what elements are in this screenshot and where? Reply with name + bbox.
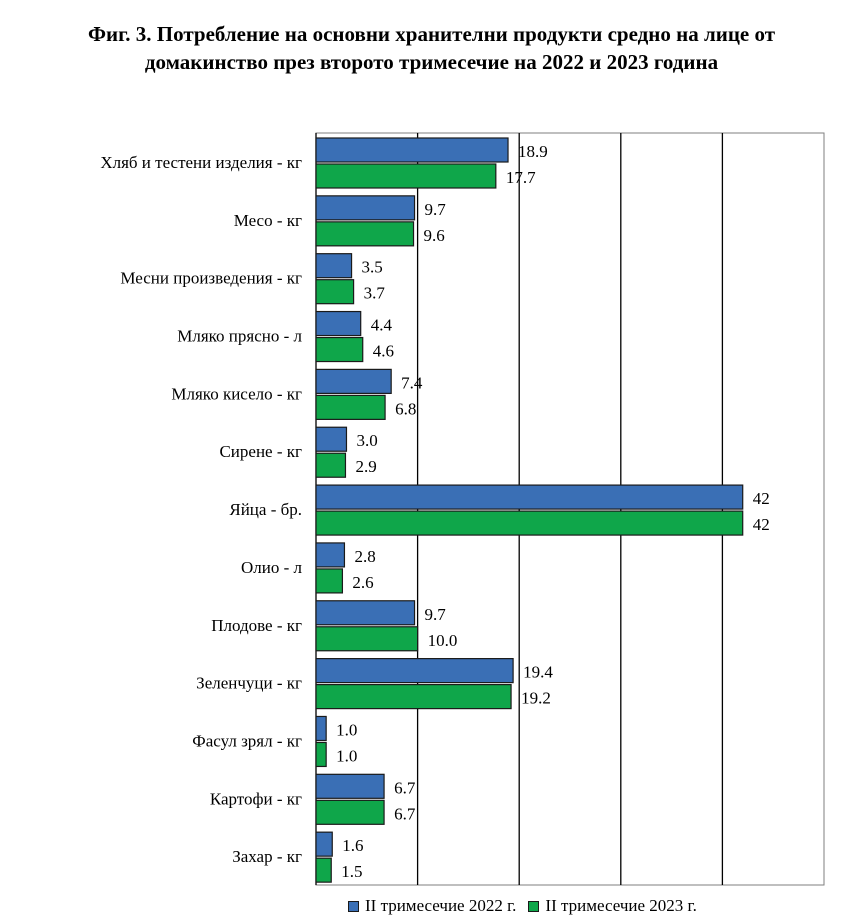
data-label-2023: 10.0 [428,631,458,650]
category-label: Сирене - кг [219,442,302,461]
category-label: Картофи - кг [210,789,302,808]
data-label-2022: 7.4 [401,373,423,392]
category-label: Захар - кг [232,847,302,866]
bar-2022 [315,368,392,394]
category-label: Зеленчуци - кг [196,674,302,693]
data-label-2022: 19.4 [523,663,553,682]
data-label-2022: 2.8 [354,547,375,566]
bar-2023 [315,452,347,478]
chart-legend: II тримесечие 2022 г. II тримесечие 2023… [348,896,709,916]
legend-item-2023: II тримесечие 2023 г. [528,896,697,916]
category-label: Яйца - бр. [229,500,302,519]
category-label: Месо - кг [234,211,302,230]
category-label: Хляб и тестени изделия - кг [100,153,302,172]
data-label-2023: 19.2 [521,689,551,708]
data-label-2022: 3.5 [362,258,383,277]
bar-2022 [315,253,353,279]
data-label-2023: 4.6 [373,342,394,361]
bar-2022 [315,658,514,684]
data-label-2022: 1.6 [342,836,363,855]
data-label-2023: 3.7 [364,284,386,303]
data-label-2022: 9.7 [425,605,447,624]
legend-swatch-2022 [348,900,359,912]
category-label: Месни произведения - кг [120,269,302,288]
bar-2023 [315,741,327,768]
bar-2023 [315,163,497,189]
chart-title: Фиг. 3. Потребление на основни хранителн… [0,20,863,76]
bar-2023 [315,394,386,420]
legend-label-2022: II тримесечие 2022 г. [365,896,517,915]
data-label-2022: 42 [753,489,770,508]
data-label-2023: 6.7 [394,804,416,823]
bar-2022 [315,831,333,857]
bar-2022 [315,426,348,452]
bar-2023 [315,857,332,883]
bar-2023 [315,510,744,536]
data-label-2023: 1.5 [341,862,362,881]
bar-2023 [315,568,344,594]
data-label-2022: 18.9 [518,142,548,161]
bar-2022 [315,195,416,221]
category-label: Мляко прясно - л [177,327,302,346]
bar-2023 [315,221,415,247]
bar-2023 [315,684,512,710]
data-label-2022: 9.7 [425,200,447,219]
data-label-2023: 2.9 [355,457,376,476]
data-label-2023: 1.0 [336,746,357,765]
bar-chart: Хляб и тестени изделия - кг 18.9 17.7 Месо … [100,132,825,886]
category-label: Олио - л [241,558,303,577]
data-label-2022: 1.0 [336,720,357,739]
data-label-2023: 9.6 [424,226,445,245]
bar-2023 [315,799,385,825]
chart-title-line-1: Фиг. 3. Потребление на основни хранителн… [87,22,776,46]
bar-2022 [315,310,362,337]
legend-label-2023: II тримесечие 2023 г. [545,896,697,915]
bar-2022 [315,715,327,742]
category-label: Плодове - кг [211,616,302,635]
bar-2022 [315,542,346,568]
category-label: Фасул зрял - кг [192,731,302,750]
data-label-2023: 17.7 [506,168,536,187]
bar-2022 [315,773,385,799]
chart-title-line-2: домакинство през второто тримесечие на 2… [144,50,719,74]
bar-2022 [315,600,416,626]
category-label: Мляко кисело - кг [171,384,302,403]
bar-2022 [315,137,509,163]
legend-swatch-2023 [528,900,540,912]
data-label-2023: 42 [753,515,770,534]
bar-2023 [315,336,364,363]
bar-2023 [315,279,355,305]
data-label-2022: 3.0 [356,431,377,450]
bar-2023 [315,626,419,652]
bar-2022 [315,484,744,510]
data-label-2022: 4.4 [371,316,393,335]
data-label-2023: 2.6 [352,573,373,592]
data-label-2022: 6.7 [394,778,416,797]
data-label-2023: 6.8 [395,399,416,418]
legend-item-2022: II тримесечие 2022 г. [348,896,516,916]
